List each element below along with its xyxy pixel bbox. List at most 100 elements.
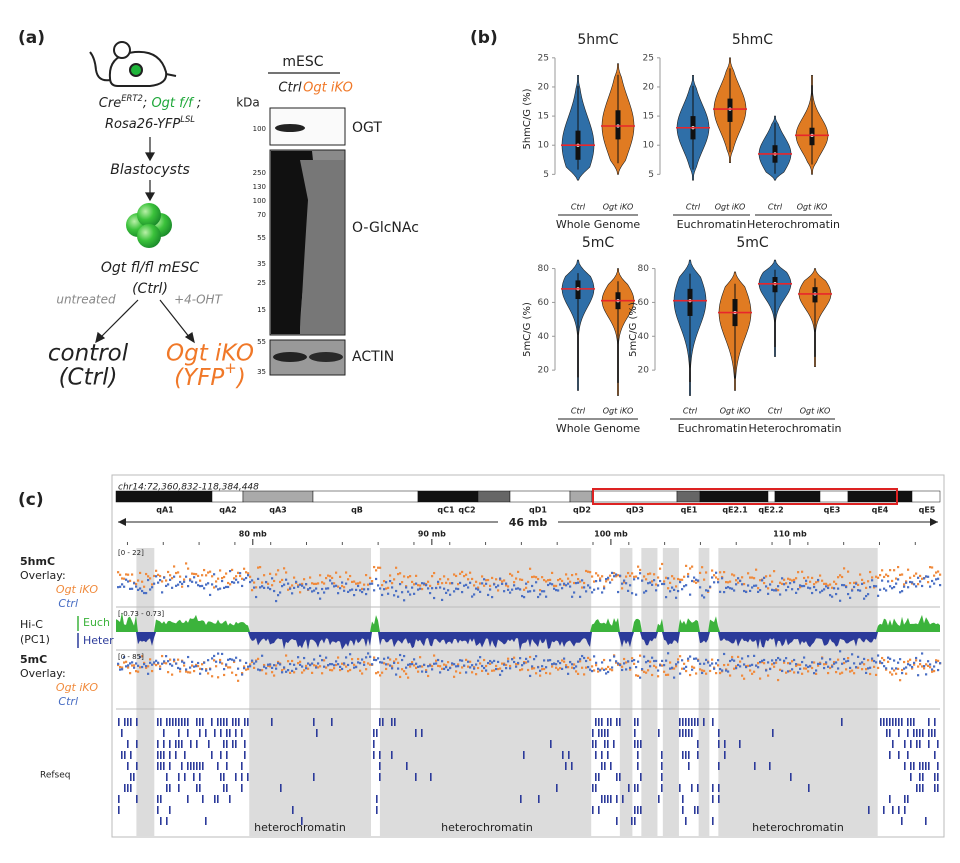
dot <box>745 665 748 669</box>
dot <box>149 577 152 580</box>
dot <box>825 582 828 585</box>
gene <box>679 784 681 792</box>
dot <box>881 661 884 665</box>
dot <box>523 588 526 591</box>
dot <box>771 580 774 583</box>
ideogram-band <box>676 490 701 503</box>
dot <box>751 663 754 666</box>
dot <box>231 580 234 584</box>
dot <box>551 663 554 666</box>
dot <box>505 667 508 670</box>
dot <box>903 585 906 588</box>
dot <box>395 658 398 661</box>
dot <box>651 673 654 677</box>
dot <box>599 579 602 582</box>
dot <box>693 657 696 660</box>
dot <box>373 565 376 569</box>
dot <box>853 581 856 584</box>
dot <box>799 586 802 589</box>
dot <box>755 568 758 571</box>
band-label: qD1 <box>529 506 547 515</box>
dot <box>885 589 888 592</box>
dot <box>295 667 298 670</box>
gene <box>376 795 378 803</box>
dot <box>569 580 572 583</box>
dot <box>177 666 180 670</box>
gene <box>157 795 159 803</box>
dot <box>909 658 912 661</box>
dot <box>633 662 636 665</box>
gene <box>373 751 375 759</box>
dot <box>905 581 908 584</box>
dot <box>543 590 546 593</box>
dot <box>571 663 574 666</box>
dot <box>717 578 720 581</box>
dot <box>377 657 380 660</box>
dot <box>137 588 140 592</box>
dot <box>339 575 342 578</box>
refseq-genes <box>118 718 939 825</box>
gene <box>379 751 381 759</box>
dot <box>275 664 278 667</box>
text-span: Ogt f/f <box>151 96 195 111</box>
dot <box>253 581 256 584</box>
gene <box>640 773 642 781</box>
dot <box>361 672 364 675</box>
dot <box>239 572 242 575</box>
dot <box>901 573 904 576</box>
dot <box>811 576 814 580</box>
dot <box>405 666 408 669</box>
dot <box>441 582 444 585</box>
dot <box>713 666 716 669</box>
gene <box>199 773 201 781</box>
dot <box>447 668 450 672</box>
gene <box>934 751 936 759</box>
gene <box>214 795 216 803</box>
dot <box>737 663 740 667</box>
dot <box>251 659 254 662</box>
dot <box>491 661 494 664</box>
dot <box>329 575 332 578</box>
dot <box>389 574 392 577</box>
dot <box>351 588 354 591</box>
gene <box>595 773 597 781</box>
dot <box>313 658 316 661</box>
dot <box>193 669 196 673</box>
gene <box>889 729 891 737</box>
dot <box>937 659 940 662</box>
dot <box>663 580 666 583</box>
dot <box>713 574 716 577</box>
gene <box>247 718 249 726</box>
dot <box>501 580 504 583</box>
dot <box>813 672 816 675</box>
dot <box>209 668 212 671</box>
gene <box>163 729 165 737</box>
dot <box>333 664 336 667</box>
y-tick-label: 5 <box>543 170 549 180</box>
dot <box>215 585 218 588</box>
gene <box>919 773 921 781</box>
dot <box>303 656 306 660</box>
dot <box>363 661 366 664</box>
dot <box>473 667 476 670</box>
gene <box>175 740 177 748</box>
dot <box>917 674 920 677</box>
dot <box>711 662 714 665</box>
dot <box>171 673 174 676</box>
dot <box>511 588 514 591</box>
dot <box>387 656 390 659</box>
dot <box>477 588 480 591</box>
dot <box>781 582 784 585</box>
genotype: Rosa26-YFPLSL <box>105 114 195 132</box>
gene <box>166 773 168 781</box>
dot <box>481 575 484 578</box>
dot <box>567 672 570 675</box>
gene <box>889 718 891 726</box>
dot <box>369 655 372 658</box>
dot <box>797 671 800 674</box>
x-tick-label: Ctrl <box>768 407 783 416</box>
dot <box>479 662 482 665</box>
panel-label: (a) <box>18 28 45 48</box>
gene <box>160 817 162 825</box>
